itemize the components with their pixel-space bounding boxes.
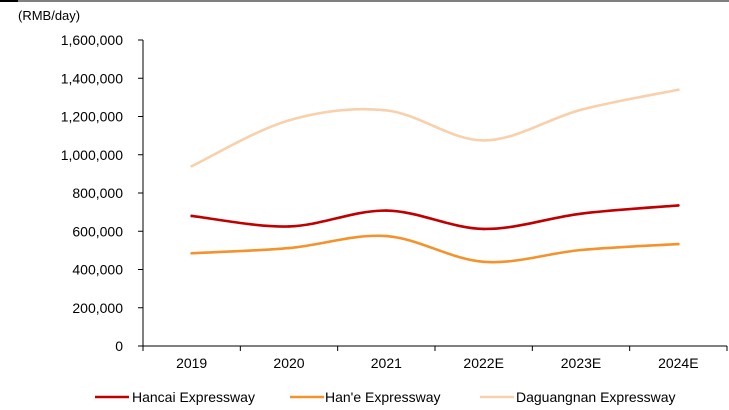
legend-label-han-e-expressway: Han'e Expressway — [325, 389, 441, 405]
y-tick-label: 1,400,000 — [61, 70, 123, 86]
y-tick-label: 800,000 — [72, 185, 123, 201]
data-point-daguangnan-expressway — [579, 108, 583, 112]
data-point-han-e-expressway — [482, 260, 485, 264]
data-point-daguangnan-expressway — [482, 139, 485, 142]
y-tick-label: 1,000,000 — [61, 147, 123, 163]
data-point-hancai-expressway — [677, 204, 680, 207]
x-tick-label: 2021 — [371, 355, 402, 371]
y-tick-label: 0 — [115, 338, 123, 354]
x-tick-label: 2020 — [273, 355, 304, 371]
unit-label: (RMB/day) — [18, 8, 80, 23]
x-tick-label: 2022E — [463, 355, 503, 371]
data-point-daguangnan-expressway — [385, 109, 388, 112]
x-tick-label: 2019 — [176, 355, 207, 371]
series-line-daguangnan-expressway — [190, 88, 680, 168]
data-point-daguangnan-expressway — [287, 119, 291, 122]
data-point-hancai-expressway — [287, 225, 291, 228]
data-point-han-e-expressway — [190, 251, 193, 255]
top-left-mark — [0, 0, 18, 2]
data-point-han-e-expressway — [385, 234, 388, 238]
series-line-hancai-expressway — [190, 204, 680, 231]
y-tick-label: 200,000 — [72, 300, 123, 316]
data-point-han-e-expressway — [677, 242, 680, 246]
data-point-hancai-expressway — [190, 214, 193, 218]
y-tick-label: 1,600,000 — [61, 32, 123, 48]
y-tick-label: 600,000 — [72, 223, 123, 239]
x-axis: 2019 2020 2021 2022E 2023E 2024E — [142, 345, 728, 371]
legend-label-hancai-expressway: Hancai Expressway — [132, 389, 255, 405]
data-point-daguangnan-expressway — [190, 164, 193, 168]
series-layer — [190, 88, 680, 264]
data-point-hancai-expressway — [385, 209, 388, 212]
y-axis: 0 200,000 400,000 600,000 800,000 1,000,000 1,… — [61, 32, 144, 354]
x-tick-label: 2023E — [561, 355, 601, 371]
data-point-hancai-expressway — [482, 227, 485, 231]
data-point-daguangnan-expressway — [677, 88, 680, 92]
legend-label-daguangnan-expressway: Daguangnan Expressway — [516, 389, 676, 405]
data-point-han-e-expressway — [287, 246, 291, 250]
y-tick-label: 400,000 — [72, 262, 123, 278]
series-line-han-e-expressway — [190, 234, 680, 264]
y-tick-label: 1,200,000 — [61, 109, 123, 125]
data-point-hancai-expressway — [579, 212, 583, 215]
x-tick-label: 2024E — [658, 355, 698, 371]
legend: Hancai Expressway Han'e Expressway Daguang… — [95, 389, 676, 405]
data-point-han-e-expressway — [579, 248, 583, 252]
